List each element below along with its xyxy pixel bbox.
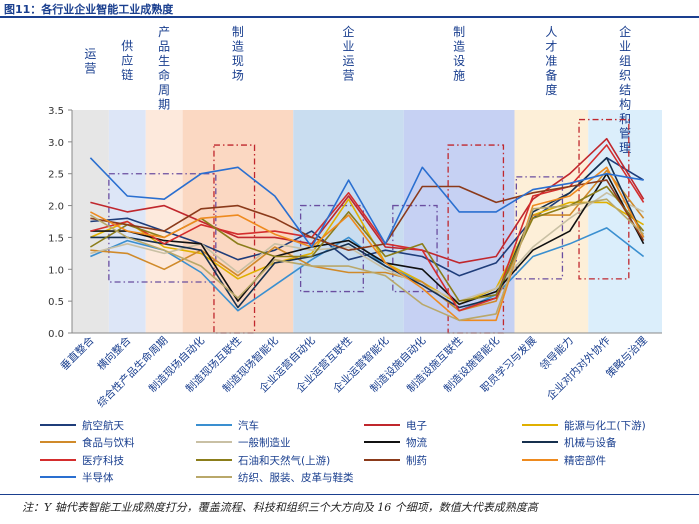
x-tick-label-1: 横向整合 (95, 334, 134, 373)
footnote-rule (0, 494, 699, 495)
group-label-3: 制造现场 (232, 25, 244, 83)
group-band-2 (145, 110, 183, 333)
y-tick-label-4: 2.0 (48, 202, 64, 213)
highlight-box-6 (578, 118, 630, 280)
figure-title: 图11：各行业企业智能工业成熟度 (4, 3, 174, 16)
group-label-7: 企业组织结构和管理 (619, 24, 631, 155)
legend-label-9: 石油和天然气(上游) (238, 454, 330, 467)
series-line-6 (90, 172, 645, 306)
group-label-4: 企业运营 (343, 24, 355, 83)
footnote: 注：Y 轴代表智能工业成熟度打分，覆盖流程、科技和组织三个大方向及 16 个细项… (22, 501, 538, 514)
legend-label-11: 精密部件 (564, 454, 606, 467)
legend-label-10: 制药 (406, 454, 427, 467)
legend-label-3: 能源与化工(下游) (564, 419, 646, 432)
legend-label-4: 食品与饮料 (82, 436, 135, 449)
series-line-10 (90, 179, 645, 251)
legend-label-1: 汽车 (238, 419, 259, 432)
series-line-8 (90, 144, 645, 312)
group-label-0: 运营 (84, 47, 96, 76)
legend-label-2: 电子 (406, 419, 427, 432)
title-rule (0, 16, 699, 18)
legend-label-0: 航空航天 (82, 419, 124, 432)
group-label-6: 人才准备度 (545, 25, 557, 97)
series-line-11 (90, 166, 645, 322)
series-line-4 (90, 169, 645, 312)
y-tick-label-5: 2.5 (48, 170, 64, 181)
group-label-1: 供应链 (121, 39, 133, 82)
y-tick-label-1: 0.5 (48, 297, 64, 308)
legend-label-13: 纺织、服装、皮革与鞋类 (238, 471, 354, 484)
highlight-box-5 (515, 176, 564, 280)
series-line-12 (89, 157, 644, 248)
group-band-7 (588, 110, 662, 333)
x-tick-label-2: 综合性产品生命周期 (94, 334, 170, 410)
legend-label-5: 一般制造业 (238, 436, 291, 449)
legend-label-8: 医疗科技 (82, 454, 124, 467)
y-tick-label-0: 0.0 (48, 329, 64, 340)
x-tick-label-13: 领导能力 (537, 334, 576, 373)
x-tick-label-15: 策略与治理 (603, 334, 650, 381)
legend-label-6: 物流 (406, 436, 427, 449)
highlight-box-3 (392, 204, 438, 293)
group-label-5: 制造设施 (453, 25, 465, 83)
series-line-7 (90, 157, 645, 309)
y-tick-label-3: 1.5 (48, 233, 64, 244)
group-label-2: 产品生命周期 (158, 25, 170, 112)
group-band-6 (514, 110, 589, 333)
y-tick-label-2: 1.0 (48, 265, 64, 276)
group-band-4 (293, 110, 404, 333)
highlight-box-2 (299, 204, 364, 293)
group-band-5 (403, 110, 515, 333)
series-line-3 (90, 198, 645, 306)
series-line-5 (90, 192, 644, 302)
legend-label-12: 半导体 (82, 471, 114, 484)
series-line-13 (89, 198, 645, 322)
y-tick-label-7: 3.5 (48, 106, 64, 117)
y-tick-label-6: 3.0 (48, 138, 64, 149)
x-tick-label-14: 企业对内对外协作 (544, 334, 613, 403)
legend-label-7: 机械与设备 (564, 436, 617, 449)
